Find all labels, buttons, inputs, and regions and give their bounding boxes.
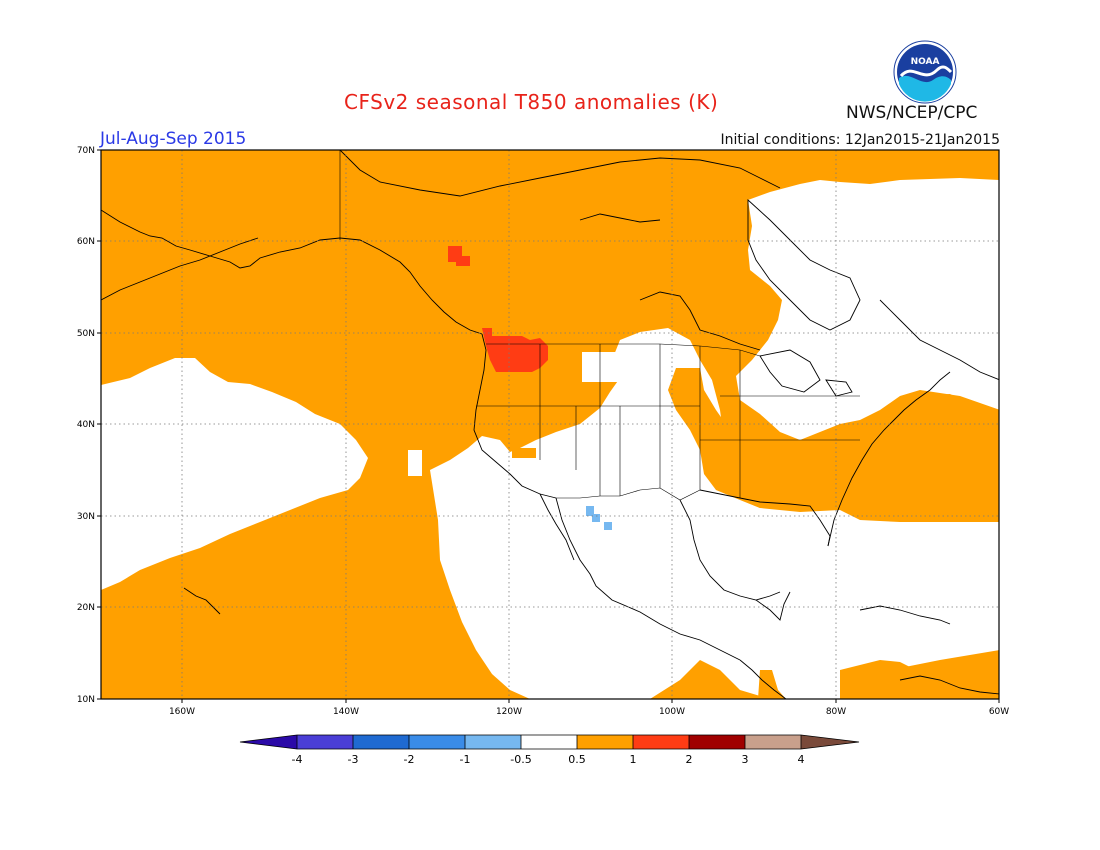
- political-borders: [339, 150, 860, 501]
- warm-region-central-america: [758, 670, 786, 699]
- warm-region-atlantic: [850, 394, 999, 522]
- lon-tick-label: 160W: [169, 707, 195, 717]
- lat-tick-label: 10N: [77, 695, 95, 705]
- colorbar-label: 4: [798, 753, 805, 766]
- agency-label: NWS/NCEP/CPC: [846, 103, 978, 123]
- colorbar-label: 2: [686, 753, 693, 766]
- axis-ticks: [97, 149, 1000, 703]
- colorbar-swatch: [689, 735, 745, 749]
- anomaly-neg-0.5-to-1-patch: [592, 514, 600, 522]
- colorbar-label: -4: [292, 753, 303, 766]
- lat-tick-label: 70N: [77, 146, 95, 156]
- anomaly-neg-0.5-to-1-patch: [586, 506, 594, 516]
- lat-tick-label: 40N: [77, 420, 95, 430]
- colorbar-swatch: [521, 735, 577, 749]
- colorbar-label: 3: [742, 753, 749, 766]
- anomaly-fields: [101, 150, 999, 699]
- neutral-patch: [408, 450, 422, 476]
- lon-tick-label: 80W: [826, 707, 846, 717]
- lat-tick-label: 20N: [77, 603, 95, 613]
- graticule: [101, 150, 999, 699]
- neutral-region-northeast: [736, 178, 999, 440]
- colorbar-swatch: [465, 735, 521, 749]
- lat-tick-label: 60N: [77, 237, 95, 247]
- colorbar-swatch: [745, 735, 801, 749]
- forecast-period: Jul-Aug-Sep 2015: [100, 129, 247, 149]
- colorbar-label: -0.5: [510, 753, 531, 766]
- neutral-region-pacific: [101, 358, 368, 590]
- anomaly-1-to-2-patch: [456, 256, 470, 266]
- coastlines: [101, 150, 999, 699]
- map-title: CFSv2 seasonal T850 anomalies (K): [344, 90, 719, 114]
- anomaly-neg-0.5-to-1-patch: [604, 522, 612, 530]
- colorbar-swatch: [577, 735, 633, 749]
- neutral-patch: [582, 352, 630, 382]
- colorbar-label: -2: [404, 753, 415, 766]
- colorbar-swatch: [801, 735, 859, 749]
- lon-tick-label: 60W: [989, 707, 1009, 717]
- colorbar: -4 -3 -2 -1 -0.5 0.5 1 2 3 4: [239, 734, 860, 766]
- noaa-logo: NOAA: [893, 40, 957, 104]
- colorbar-label: -3: [348, 753, 359, 766]
- warm-patch: [512, 448, 536, 458]
- latitude-labels: 70N 60N 50N 40N 30N 20N 10N: [77, 146, 95, 705]
- lat-tick-label: 50N: [77, 329, 95, 339]
- colorbar-swatch: [409, 735, 465, 749]
- colorbar-label: 0.5: [568, 753, 586, 766]
- initial-conditions: Initial conditions: 12Jan2015-21Jan2015: [720, 132, 1000, 148]
- logo-text: NOAA: [911, 57, 940, 67]
- colorbar-label: -1: [460, 753, 471, 766]
- anomaly-1-to-2-pacific-northwest: [482, 328, 548, 372]
- lon-tick-label: 120W: [496, 707, 522, 717]
- colorbar-swatch: [353, 735, 409, 749]
- colorbar-swatch: [297, 735, 353, 749]
- colorbar-label: 1: [630, 753, 637, 766]
- lat-tick-label: 30N: [77, 512, 95, 522]
- colorbar-swatch: [240, 735, 297, 749]
- neutral-region-south: [430, 328, 999, 699]
- lon-tick-label: 100W: [659, 707, 685, 717]
- lon-tick-label: 140W: [333, 707, 359, 717]
- warm-region-caribbean: [840, 660, 930, 699]
- longitude-labels: 160W 140W 120W 100W 80W 60W: [169, 707, 1009, 717]
- colorbar-swatch: [633, 735, 689, 749]
- warm-region-central-us: [668, 368, 870, 510]
